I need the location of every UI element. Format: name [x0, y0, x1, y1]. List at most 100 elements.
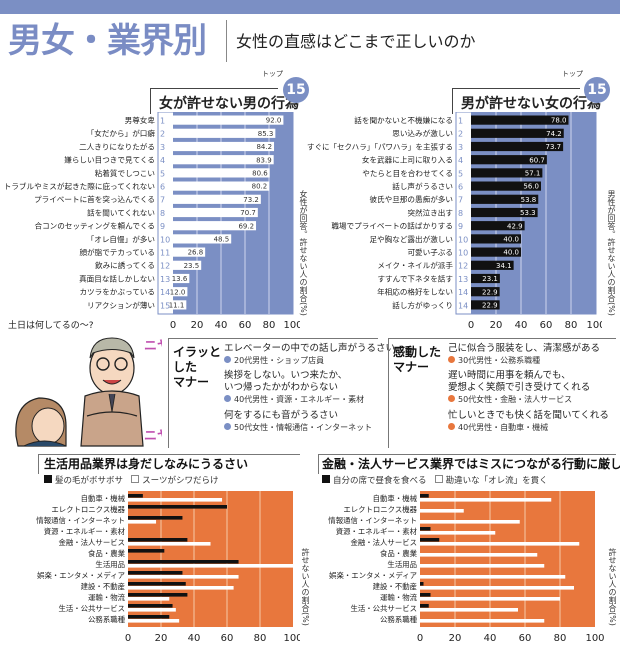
- value-label: 60.7: [529, 156, 545, 164]
- category-label: 娯楽・エンタメ・メディア: [329, 571, 417, 580]
- legend-black-square-icon: [322, 475, 330, 483]
- value-label: 34.1: [496, 262, 512, 270]
- rank-label: 12: [458, 262, 468, 271]
- legend-white-square-icon: [131, 475, 140, 483]
- x-tick-label: 40: [188, 633, 201, 644]
- chart3-title: 生活用品業界は身だしなみにうるさい: [44, 457, 249, 471]
- category-label: リアクションが薄い: [87, 300, 155, 310]
- bar-series-1: [128, 494, 143, 498]
- x-tick-label: 60: [540, 320, 553, 331]
- source-text: 20代男性・ショップ店員: [234, 356, 325, 365]
- chart1-top-badge: 15: [283, 77, 309, 103]
- glasses-left: [96, 357, 110, 371]
- x-tick-label: 40: [484, 633, 497, 644]
- bar: [471, 260, 514, 270]
- bar-series-2: [420, 564, 545, 568]
- bullet-dot-icon: [448, 395, 455, 402]
- source-text: 50代女性・情報通信・インターネット: [234, 423, 373, 432]
- value-label: 83.9: [256, 156, 272, 164]
- rank-label: 10: [160, 235, 170, 244]
- bar: [173, 300, 187, 310]
- top-color-band: [0, 0, 620, 14]
- value-label: 26.8: [188, 249, 204, 257]
- irritated-title-line: マナー: [173, 375, 210, 389]
- value-label: 12.0: [170, 288, 186, 296]
- irritated-item-1: エレベーターの中での話し声がうるさい: [224, 343, 396, 354]
- value-label: 73.2: [243, 196, 259, 204]
- value-label: 57.1: [525, 170, 541, 178]
- bar: [173, 155, 274, 165]
- category-label: 女を武器に上司に取り入る: [362, 155, 453, 165]
- value-label: 13.6: [172, 275, 188, 283]
- sfx-bottom: ニヤ: [144, 429, 162, 444]
- bar-series-1: [128, 615, 170, 619]
- title-divider: [226, 20, 227, 62]
- category-label: 娯楽・エンタメ・メディア: [37, 571, 125, 580]
- category-label: メイク・ネイルが派手: [377, 260, 453, 270]
- rank-label: 6: [160, 183, 165, 192]
- category-label: 金融・法人サービス: [58, 538, 125, 547]
- bar: [471, 287, 500, 297]
- x-tick-label: 80: [565, 320, 578, 331]
- bar-series-2: [128, 608, 176, 612]
- category-label: 情報通信・インターネット: [328, 516, 417, 525]
- value-label: 40.0: [503, 249, 519, 257]
- category-label: 話し声がうるさい: [392, 181, 453, 191]
- bar-series-2: [128, 542, 211, 546]
- legend-label: 勘違いな「オレ流」を貫く: [445, 476, 548, 486]
- category-label: 話を聞かないと不機嫌になる: [354, 115, 453, 125]
- chart4-legend: 自分の席で昼食を食べる 勘違いな「オレ流」を貫く: [322, 475, 548, 487]
- bar-series-2: [420, 531, 496, 535]
- chart2-axis-label: 男性が回答。許せない人の割合(%): [607, 190, 616, 316]
- chart3-legend: 髪の毛がボサボサ スーツがシワだらけ: [44, 475, 218, 487]
- bar-series-2: [420, 498, 552, 502]
- bar: [173, 273, 190, 284]
- rank-label: 1: [458, 117, 463, 126]
- source-text: 50代女性・金融・法人サービス: [458, 395, 573, 404]
- x-tick-label: 100: [283, 320, 300, 331]
- bar-series-2: [420, 608, 518, 612]
- rank-label: 14: [160, 288, 170, 297]
- bar-series-2: [128, 498, 223, 502]
- chart2-men-cannot-forgive-women: 話を聞かないと不機嫌になる 1 78.0 思い込みが激しい 2 74.2 すぐに「セクハラ」…: [307, 112, 602, 331]
- bar-series-2: [420, 619, 545, 623]
- impressed-item-2-line2: 愛想よく笑顔で引き受けてくれる: [448, 382, 591, 393]
- category-label: 自動車・機械: [81, 494, 126, 503]
- rank-label: 3: [458, 143, 463, 152]
- category-label: プライベートに首を突っ込んでくる: [34, 194, 155, 204]
- x-tick-label: 20: [191, 320, 204, 331]
- bar-series-2: [128, 597, 170, 601]
- bar: [173, 207, 258, 218]
- bar: [471, 194, 539, 204]
- bar: [471, 234, 521, 244]
- irritated-item-3-source: 50代女性・情報通信・インターネット: [224, 423, 372, 433]
- man-tie: [108, 393, 116, 413]
- chart3-axis-label: 許せない人の割合(%): [301, 548, 310, 626]
- legend-label: スーツがシワだらけ: [142, 476, 219, 486]
- rank-label: 15: [160, 301, 170, 310]
- bar-series-1: [128, 505, 227, 509]
- bar: [173, 168, 270, 178]
- woman-face: [31, 407, 65, 445]
- x-tick-label: 0: [468, 320, 474, 331]
- impressed-item-3: 忙しいときでも快く話を聞いてくれる: [448, 410, 609, 421]
- bar: [471, 181, 541, 191]
- x-tick-label: 0: [125, 633, 131, 644]
- chart3-panel-border: [38, 454, 300, 474]
- chart2-top-label: トップ: [562, 70, 583, 78]
- bar: [173, 287, 188, 297]
- category-label: 生活用品: [387, 560, 417, 569]
- category-label: 合コンのセッティングを頼んでくる: [34, 221, 155, 231]
- sfx-top: ニヤ: [144, 339, 162, 354]
- rank-label: 6: [458, 183, 463, 192]
- impressed-manner-title: 感動した マナー: [393, 345, 441, 375]
- source-text: 40代男性・自動車・機械: [458, 423, 549, 432]
- value-label: 11.1: [169, 302, 185, 310]
- category-label: 飲みに誘ってくる: [95, 260, 155, 270]
- speech-bubble-text: 土日は何してるの〜?: [8, 319, 94, 331]
- impressed-item-2-line1: 遅い時間に用事を頼んでも、: [448, 370, 571, 381]
- impressed-manner-box: [388, 338, 616, 448]
- x-tick-label: 0: [170, 320, 176, 331]
- category-label: 粘着質でしつこい: [95, 168, 155, 178]
- bar: [173, 234, 232, 244]
